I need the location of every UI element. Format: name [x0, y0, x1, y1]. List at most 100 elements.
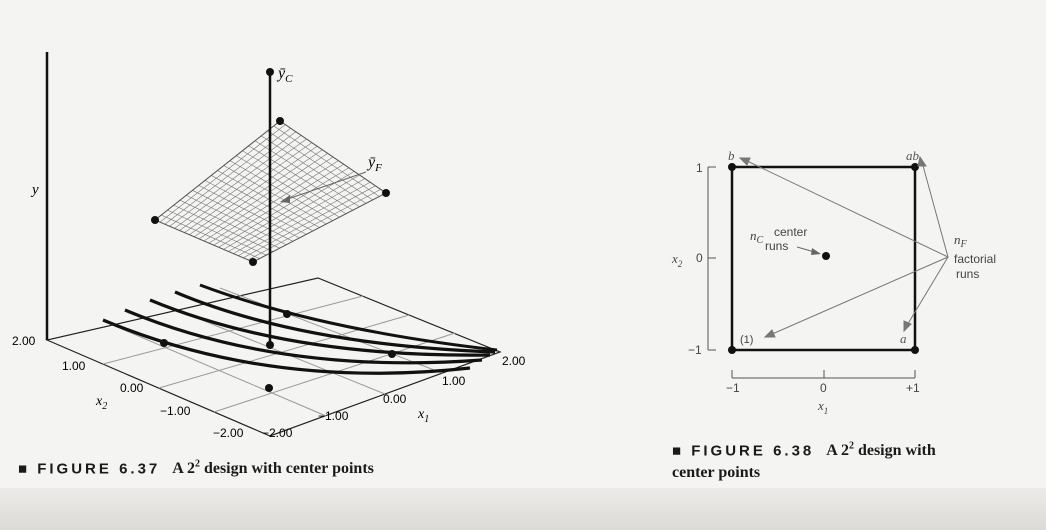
y-tick-label: 0 — [696, 251, 703, 265]
plane-corner-point — [249, 258, 257, 266]
figure-638-caption: ■ FIGURE 6.38 A 22 design with center po… — [672, 436, 936, 484]
figure-638-caption-text: A 22 design with — [826, 441, 936, 460]
mesh-line — [229, 160, 333, 221]
figure-637-caption-label: ■ FIGURE 6.37 — [18, 460, 161, 478]
factorial-text-2: runs — [956, 267, 979, 281]
x2-axis-label: x2 — [95, 394, 107, 412]
mesh-line — [273, 125, 380, 197]
y-bar-f-label: ȳF — [366, 154, 382, 174]
mesh-line — [223, 171, 355, 250]
contour-curve — [149, 298, 491, 357]
corner-point-1 — [728, 346, 736, 354]
plane-corner-point — [151, 216, 159, 224]
design-point — [160, 339, 168, 347]
mesh-line — [242, 150, 347, 214]
y-tick-label: 1 — [696, 161, 703, 175]
contour-curve — [124, 308, 483, 365]
center-point — [822, 252, 830, 260]
center-pointer-arrowhead — [811, 248, 821, 255]
design-point — [283, 310, 291, 318]
mesh-line — [208, 160, 339, 244]
mesh-line — [228, 174, 360, 252]
mesh-line — [218, 167, 350, 248]
figure-637-plot: y ȳC ȳF 2.00 1.00 0.00 −1.00 −2.00 x2 −2… — [12, 52, 526, 440]
mesh-line — [267, 130, 373, 201]
base-grid-line — [219, 287, 443, 374]
corner-point-b — [728, 163, 736, 171]
x2-tick: −1.00 — [160, 404, 191, 418]
factorial-text-1: factorial — [954, 252, 996, 266]
pointer-to-ab — [921, 161, 949, 258]
y-axis-label: y — [30, 182, 39, 198]
bottom-band — [0, 488, 1046, 530]
mesh-line — [213, 163, 344, 246]
arrowhead-a — [903, 320, 912, 333]
mesh-line — [236, 155, 340, 218]
arrowhead-b — [738, 157, 751, 166]
mesh-line — [238, 181, 371, 256]
x2-tick: 0.00 — [120, 381, 144, 395]
mesh-line — [254, 140, 360, 208]
x1-tick: −1.00 — [318, 409, 349, 423]
corner-label-1: (1) — [740, 334, 753, 346]
x1-tick: 2.00 — [502, 354, 526, 368]
corner-label-b: b — [728, 148, 735, 163]
x1-tick: 1.00 — [442, 374, 466, 388]
x2-axis-label: x2 — [671, 251, 683, 269]
base-grid-line — [102, 295, 364, 365]
contour-curve — [199, 283, 498, 352]
nf-label: nF — [954, 232, 968, 250]
x2-tick: 1.00 — [62, 359, 86, 373]
base-grid-line — [158, 314, 410, 389]
mesh-line — [248, 145, 353, 211]
mesh-line — [243, 185, 376, 259]
base-grid-line — [102, 320, 327, 417]
corner-label-a: a — [900, 331, 907, 346]
design-point — [388, 350, 396, 358]
design-square — [730, 165, 917, 352]
arrowhead-ab — [917, 155, 927, 167]
figure-638-caption-label: ■ FIGURE 6.38 — [672, 442, 815, 460]
y-tick-label: −1 — [688, 343, 702, 357]
x2-tick: −2.00 — [213, 426, 244, 440]
x1-axis-label: x1 — [417, 407, 429, 425]
contour-curve — [102, 318, 471, 375]
nc-label: nC — [750, 228, 764, 246]
pointer-to-a — [905, 256, 949, 328]
center-text-1: center — [774, 225, 807, 239]
mesh-line — [247, 189, 381, 261]
arrowhead-1 — [763, 329, 776, 338]
mesh-line — [261, 135, 367, 204]
figure-638-caption-line2: center points — [672, 464, 761, 482]
pointer-to-b — [744, 159, 949, 258]
figure-638-plot: b ab a (1) 1 0 −1 x2 −1 0 +1 x1 nC cente… — [671, 148, 996, 416]
y-bar-f-arrowhead — [280, 195, 290, 203]
x1-tick: 0.00 — [383, 392, 407, 406]
figure-637-caption-text: A 22 design with center points — [172, 459, 374, 478]
factorial-pointers — [738, 155, 949, 338]
figure-637-caption: ■ FIGURE 6.37 A 22 design with center po… — [18, 459, 374, 478]
design-point — [265, 384, 273, 392]
y-bar-c-label: ȳC — [276, 65, 293, 85]
x-tick-label: +1 — [906, 381, 920, 395]
x-tick-label: −1 — [726, 381, 740, 395]
plane-corner-point — [276, 117, 284, 125]
corner-point-ab — [911, 163, 919, 171]
center-mean-point — [266, 68, 274, 76]
x1-axis-label: x1 — [817, 398, 828, 416]
mesh-line — [233, 178, 365, 254]
plane-corner-point — [382, 189, 390, 197]
x2-tick: 2.00 — [12, 334, 36, 348]
base-plane — [45, 277, 502, 437]
center-text-2: runs — [765, 239, 788, 253]
corner-tick: −2.00 — [262, 426, 293, 440]
y-bar-f-pointer — [284, 171, 367, 201]
contour-curve — [174, 290, 496, 354]
pointer-to-1 — [769, 256, 949, 336]
x-tick-label: 0 — [820, 381, 827, 395]
mesh-line — [223, 165, 327, 225]
corner-point-a — [911, 346, 919, 354]
mesh-line — [203, 156, 334, 242]
corner-label-ab: ab — [906, 148, 920, 163]
